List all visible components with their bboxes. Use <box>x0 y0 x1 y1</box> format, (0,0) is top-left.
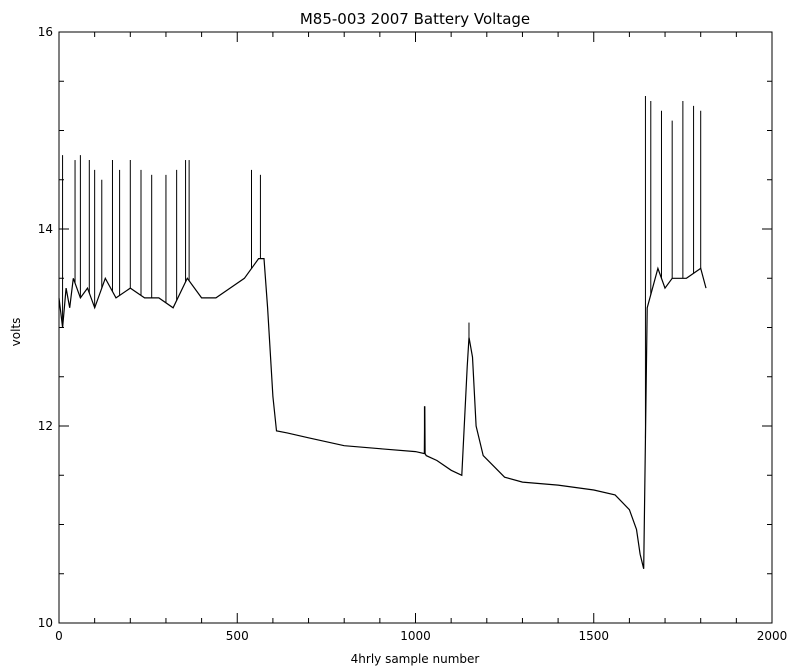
x-tick-label: 0 <box>55 629 63 643</box>
y-tick-label: 10 <box>38 616 53 630</box>
y-tick-label: 16 <box>38 25 53 39</box>
series-line-trend <box>58 258 707 569</box>
x-tick-label: 1500 <box>578 629 609 643</box>
x-tick-label: 1000 <box>400 629 431 643</box>
x-tick-label: 500 <box>226 629 249 643</box>
axis-ticks <box>58 31 773 624</box>
y-tick-label: 14 <box>38 222 53 236</box>
y-axis-label: volts <box>9 318 23 347</box>
chart-title: M85-003 2007 Battery Voltage <box>300 10 530 28</box>
y-tick-label: 12 <box>38 419 53 433</box>
x-axis-label: 4hrly sample number <box>351 652 480 666</box>
data-layer <box>58 96 707 569</box>
tick-labels: 0 500 1000 1500 2000 10 12 14 16 <box>38 25 788 643</box>
x-tick-label: 2000 <box>757 629 788 643</box>
plot-frame <box>58 31 773 624</box>
